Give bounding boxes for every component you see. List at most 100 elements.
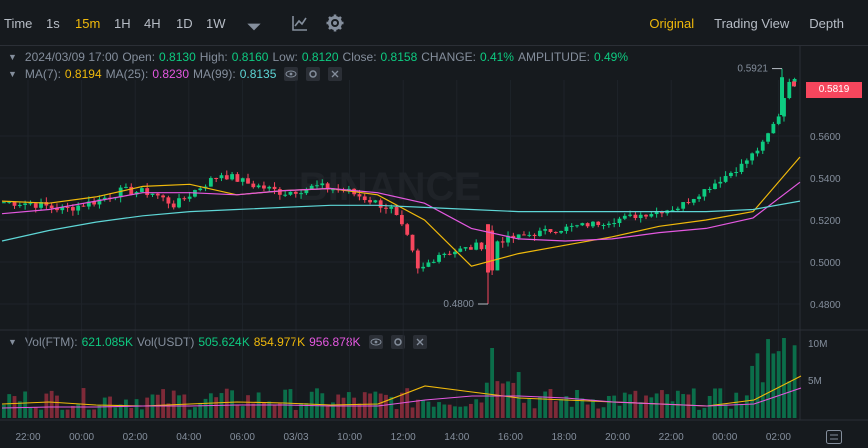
ma99-line (1, 200, 801, 242)
collapse-arrow-icon[interactable]: ▼ (8, 69, 17, 79)
more-intervals-chevron-icon[interactable] (244, 17, 264, 37)
candle-body (219, 175, 224, 179)
volume-bar (511, 382, 516, 418)
volume-bar (17, 401, 22, 418)
volume-bar (118, 404, 123, 418)
candle-body (155, 193, 160, 196)
candle-body (2, 202, 6, 204)
volume-bar (362, 392, 367, 418)
volume-bar (649, 397, 654, 418)
candle-body (479, 242, 484, 250)
volume-bar (580, 398, 585, 418)
volume-bar (729, 408, 733, 418)
timeframe-1h[interactable]: 1H (114, 16, 131, 31)
candle-body (654, 211, 659, 215)
chart-settings-icon[interactable] (826, 430, 842, 444)
volume-bar (102, 397, 107, 418)
timeframe-1d[interactable]: 1D (176, 16, 193, 31)
collapse-arrow-icon[interactable]: ▼ (8, 52, 17, 62)
volume-bar (447, 404, 452, 418)
volume-bar (277, 403, 282, 418)
volume-bar (145, 397, 150, 418)
candle-body (548, 229, 553, 232)
volume-bar (28, 407, 33, 418)
candle-body (458, 248, 463, 252)
view-switcher: Original Trading View Depth (649, 0, 868, 46)
chart-toolbar: Time 1s 15m 1H 4H 1D 1W Original Trading View … (0, 0, 868, 46)
candle-body (606, 223, 611, 226)
timeframe-1w[interactable]: 1W (206, 16, 226, 31)
indicator-settings-icon[interactable] (306, 67, 321, 81)
candle-body (246, 178, 250, 184)
volume-bar (686, 394, 691, 418)
volume-bar (246, 395, 250, 418)
volume-bar (315, 388, 319, 418)
timeframe-time[interactable]: Time (4, 16, 33, 31)
eye-icon[interactable] (284, 67, 299, 81)
volume-bar (394, 409, 399, 418)
candle-body (532, 234, 537, 237)
close-icon[interactable] (412, 335, 427, 349)
candle-body (230, 174, 234, 180)
collapse-arrow-icon[interactable]: ▼ (8, 337, 17, 347)
candle-body (426, 262, 431, 267)
view-trading-view[interactable]: Trading View (714, 15, 790, 31)
candle-body (400, 215, 404, 225)
candle-body (474, 242, 479, 250)
candle-body (102, 197, 107, 200)
candle-body (447, 253, 452, 255)
candle-body (660, 211, 664, 214)
high-low-annotations: 0.5921 0.4800 (443, 64, 782, 310)
indicator-chart-icon[interactable] (290, 13, 310, 33)
indicator-settings-icon[interactable] (390, 335, 405, 349)
volume-bar (697, 409, 701, 418)
volume-bar (787, 381, 792, 418)
time-tick-label: 14:00 (444, 432, 469, 443)
volume-bar (755, 353, 760, 418)
volume-bar (410, 407, 415, 418)
volume-bar (293, 409, 298, 418)
timeframe-15m[interactable]: 15m (75, 16, 101, 31)
volume-bar (792, 345, 797, 418)
price-tick-label: 0.5400 (810, 174, 841, 185)
candle-body (23, 203, 28, 205)
candle-body (65, 206, 70, 208)
volume-bar (161, 389, 166, 418)
view-original[interactable]: Original (649, 15, 695, 31)
candle-body (283, 194, 288, 196)
candle-body (516, 234, 521, 239)
low-annotation-label: 0.4800 (443, 299, 474, 310)
volume-bar (235, 404, 240, 418)
candle-body (569, 225, 574, 227)
volume-bar (23, 391, 28, 418)
candle-body (559, 230, 564, 233)
candle-datetime: 2024/03/09 17:00 (24, 50, 119, 64)
candle-body (28, 203, 33, 205)
candle-body (421, 266, 426, 269)
candle-body (214, 178, 219, 180)
volume-bar (108, 396, 112, 418)
close-icon[interactable] (328, 67, 343, 81)
settings-gear-icon[interactable] (325, 13, 345, 33)
candle-body (431, 261, 436, 263)
candle-body (288, 191, 293, 195)
volume-bar (516, 372, 521, 418)
eye-icon[interactable] (368, 335, 383, 349)
ohlc-legend: ▼ 2024/03/09 17:00 Open: 0.8130 High: 0.81… (8, 50, 629, 64)
candle-body (224, 175, 229, 180)
time-tick-label: 16:00 (498, 432, 523, 443)
candle-body (527, 234, 532, 236)
view-depth[interactable]: Depth (809, 15, 844, 31)
price-tick-label: 0.5600 (810, 132, 841, 143)
candle-body (776, 116, 781, 124)
candle-body (118, 187, 123, 198)
time-tick-label: 06:00 (230, 432, 255, 443)
volume-bar (341, 397, 346, 418)
time-tick-label: 10:00 (337, 432, 362, 443)
volume-bar (484, 382, 489, 418)
volume-bar (214, 397, 219, 418)
candle-body (591, 221, 595, 227)
timeframe-1s[interactable]: 1s (46, 16, 60, 31)
timeframe-4h[interactable]: 4H (144, 16, 161, 31)
